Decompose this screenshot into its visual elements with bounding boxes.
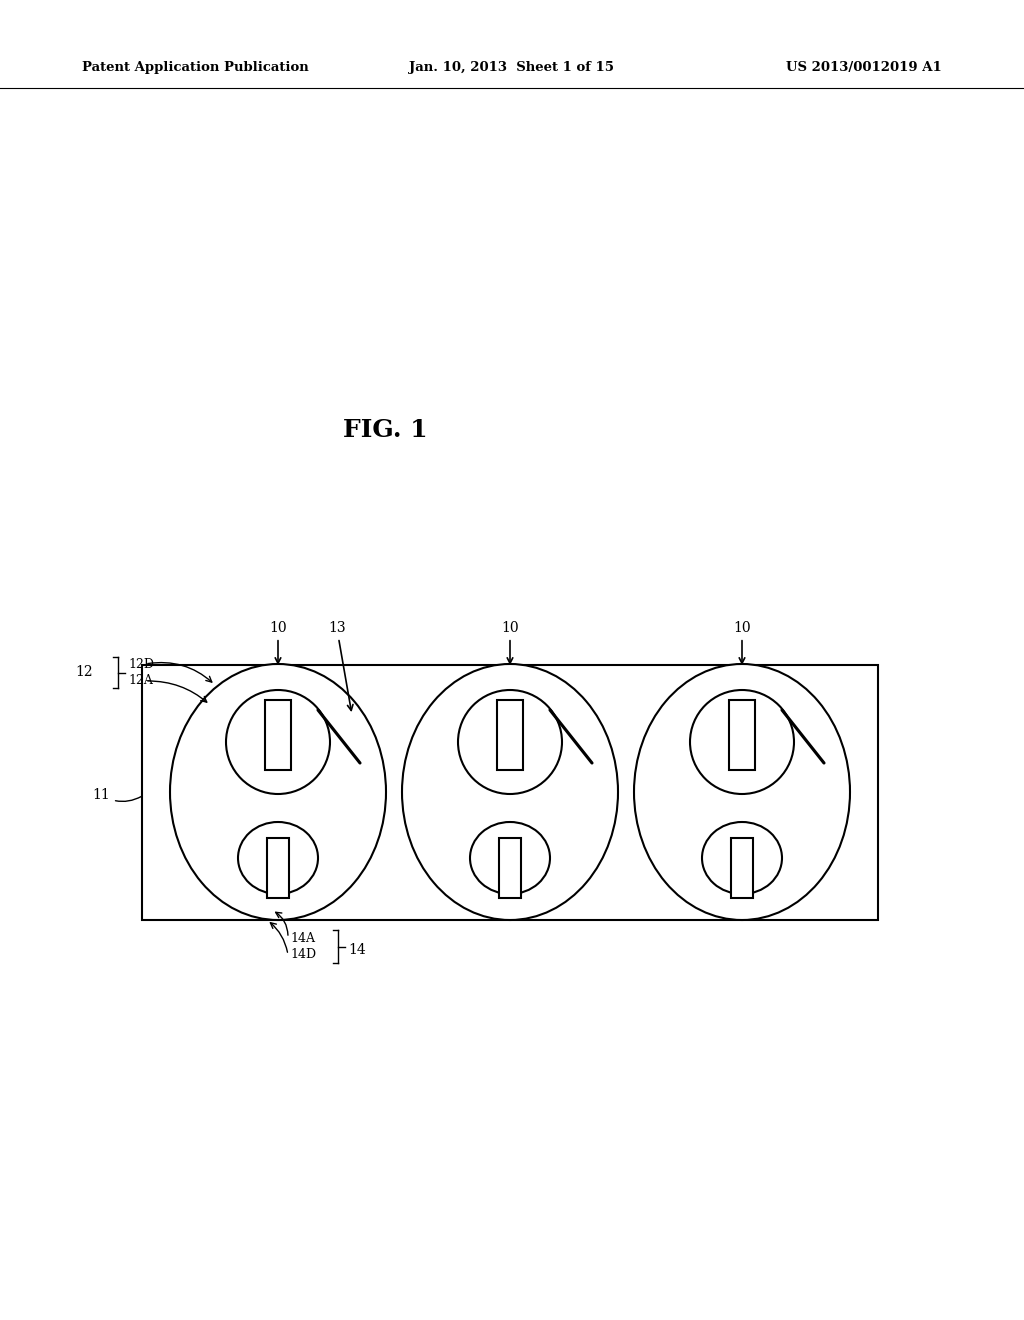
Text: 10: 10 [733,620,751,664]
Text: FIG. 1: FIG. 1 [343,418,427,442]
Ellipse shape [458,690,562,795]
Text: 13: 13 [328,620,353,710]
Ellipse shape [702,822,782,894]
Ellipse shape [170,664,386,920]
Ellipse shape [470,822,550,894]
Ellipse shape [226,690,330,795]
Ellipse shape [238,822,318,894]
Text: 10: 10 [269,620,287,664]
Bar [265,700,291,770]
Bar [142,665,878,920]
Text: Jan. 10, 2013  Sheet 1 of 15: Jan. 10, 2013 Sheet 1 of 15 [410,62,614,74]
Text: 14: 14 [348,942,366,957]
Ellipse shape [402,664,618,920]
Text: 14D: 14D [290,949,316,961]
Bar [267,838,289,898]
Text: US 2013/0012019 A1: US 2013/0012019 A1 [786,62,942,74]
Text: 14A: 14A [290,932,315,945]
Bar [499,838,521,898]
Ellipse shape [634,664,850,920]
Text: 12A: 12A [128,675,153,688]
Bar [731,838,753,898]
Text: 12D: 12D [128,657,154,671]
Bar [497,700,523,770]
Text: Patent Application Publication: Patent Application Publication [82,62,309,74]
Text: 10: 10 [501,620,519,664]
Text: 11: 11 [92,788,141,803]
Bar [729,700,755,770]
Ellipse shape [690,690,794,795]
Text: 12: 12 [76,665,93,678]
